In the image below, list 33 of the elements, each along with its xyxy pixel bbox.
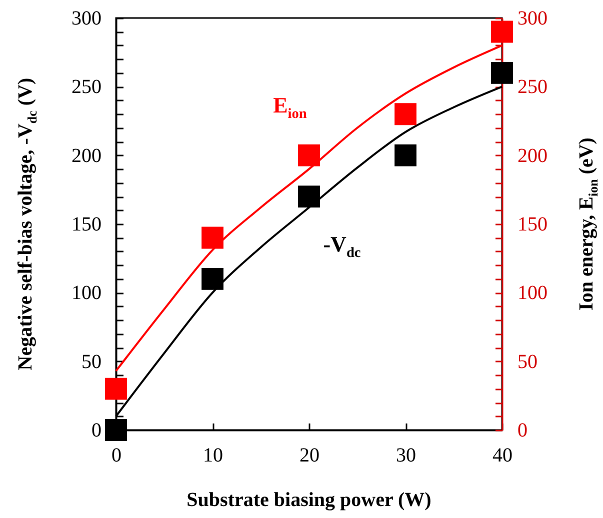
y2-tick-label: 250 [518,76,548,98]
y-tick-label: 150 [72,214,102,236]
y2-tick-label: 200 [518,144,548,167]
point [105,419,127,441]
x-tick-label: 40 [492,444,512,466]
x-tick-label: 30 [396,444,416,466]
point [394,103,416,126]
point [105,378,127,400]
point [298,186,320,208]
series-label: -V$_{dc}$ [323,231,361,261]
y2-tick-label: 50 [518,350,538,373]
point [491,62,513,84]
y2-tick-label: 100 [518,282,548,304]
x-tick-label: 0 [112,444,122,466]
point [298,144,320,166]
y-tick-label: 200 [72,144,102,167]
y2-tick-label: 150 [518,214,548,236]
y-tick-label: 0 [92,420,102,442]
y-tick-label: 50 [82,350,102,373]
series-label: E$_{ion}$ [273,92,307,122]
point [491,20,513,43]
y-tick-label: 300 [72,8,102,30]
y2-tick-label: 0 [518,420,528,442]
line-series [115,44,503,372]
point [202,226,224,249]
y-tick-label: 100 [72,282,102,304]
x-tick-label: 10 [203,444,223,466]
x-tick-label: 20 [300,444,320,466]
y2-tick-label: 300 [518,8,548,30]
point [202,268,224,290]
x-axis-title: Substrate biasing power (W) [186,489,432,511]
point [394,144,416,166]
y-tick-label: 250 [72,76,102,98]
